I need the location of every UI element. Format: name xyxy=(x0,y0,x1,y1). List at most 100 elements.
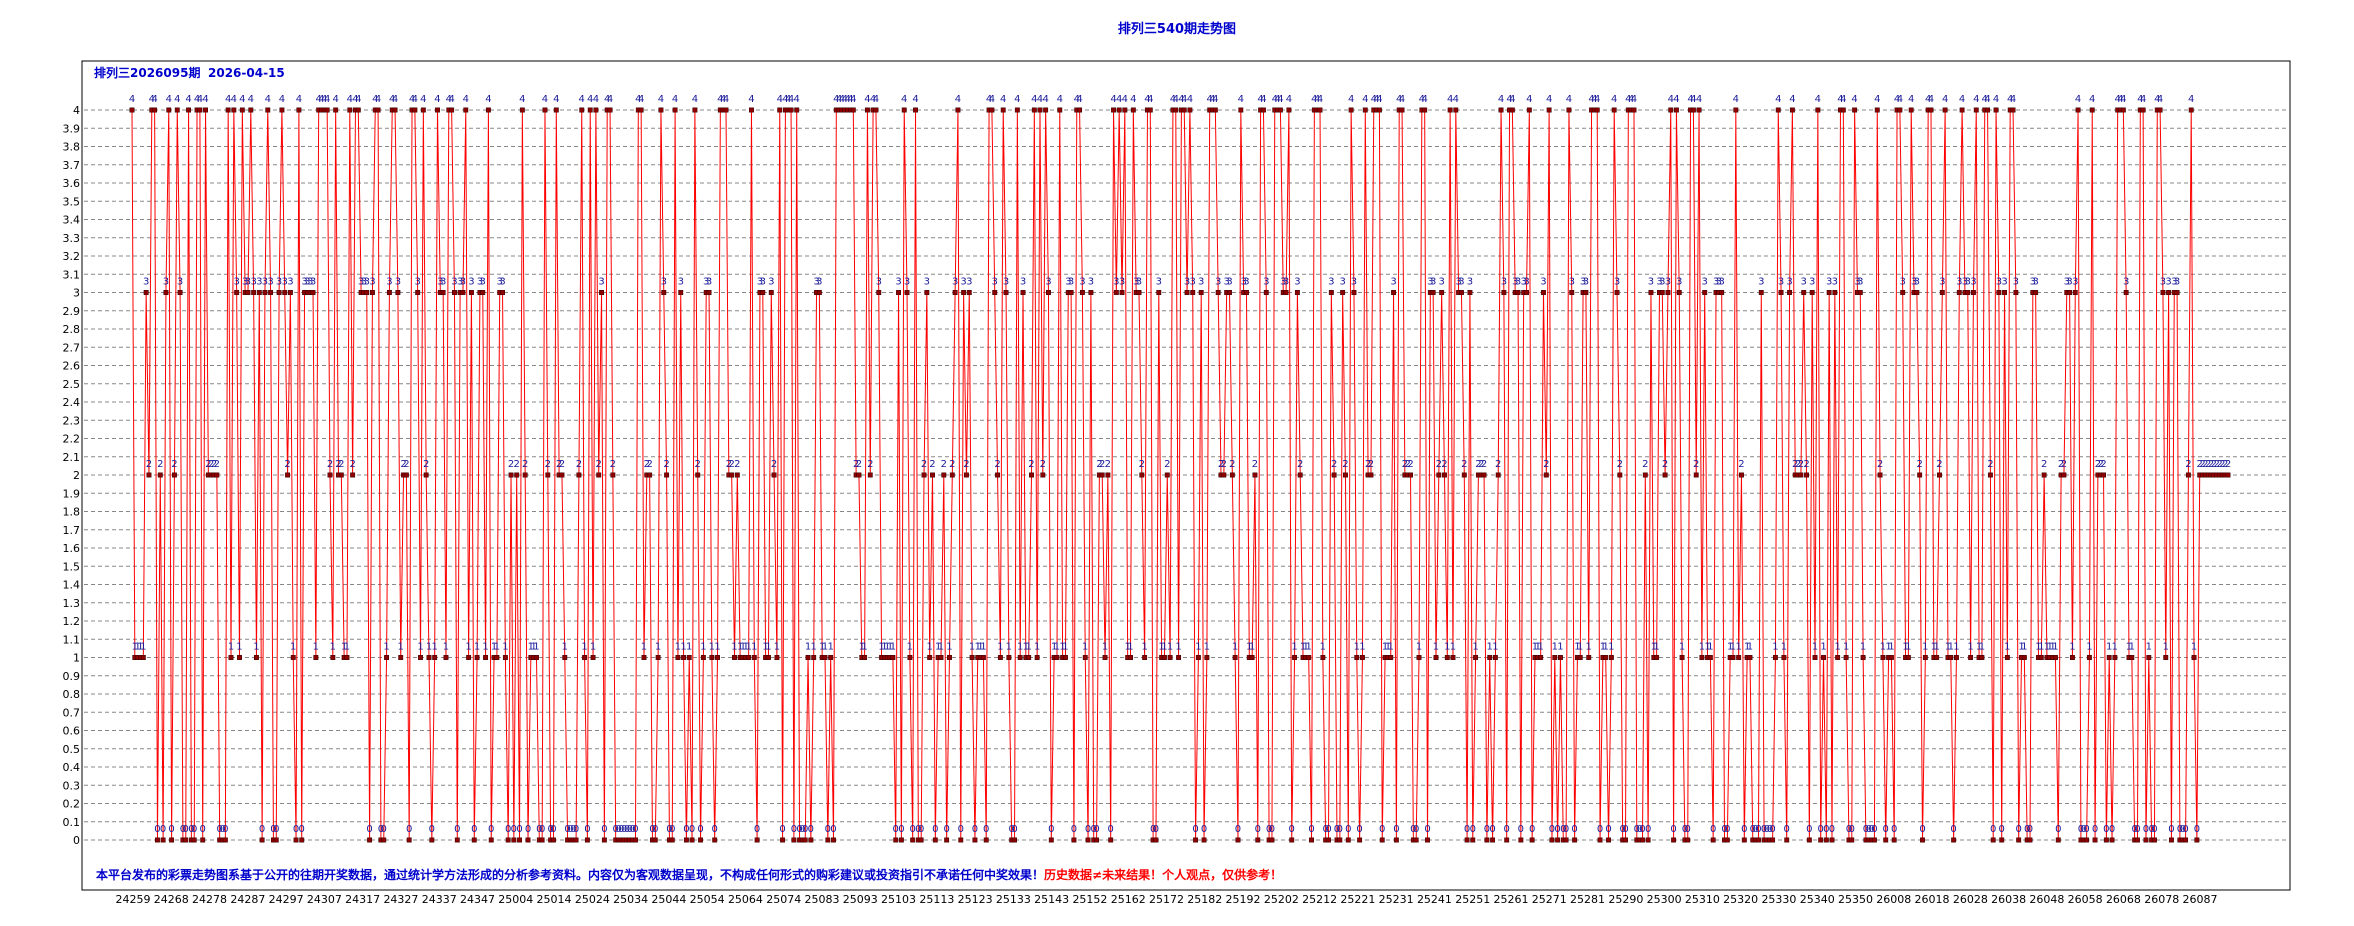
data-point xyxy=(1317,107,1323,113)
data-label: 3 xyxy=(177,277,183,288)
data-label: 1 xyxy=(1953,642,1959,653)
data-label: 2 xyxy=(1221,459,1227,470)
data-label: 4 xyxy=(463,94,469,105)
data-point xyxy=(700,655,706,660)
data-label: 1 xyxy=(1557,642,1563,653)
data-label: 4 xyxy=(1498,94,1504,105)
data-label: 3 xyxy=(1854,277,1860,288)
data-label: 4 xyxy=(864,94,870,105)
data-label: 4 xyxy=(2010,94,2016,105)
data-label: 3 xyxy=(1659,277,1665,288)
data-point xyxy=(997,655,1003,660)
data-point xyxy=(285,472,291,478)
data-point xyxy=(293,837,299,843)
data-label: 3 xyxy=(2013,277,2019,288)
x-tick-label: 25192 xyxy=(1226,893,1261,906)
y-tick-label: 3.4 xyxy=(63,214,81,227)
data-label: 1 xyxy=(1175,642,1181,653)
data-label: 4 xyxy=(658,94,664,105)
data-label: 2 xyxy=(338,459,344,470)
data-label: 0 xyxy=(525,824,531,835)
data-point xyxy=(463,107,469,113)
data-point xyxy=(729,472,735,478)
data-point xyxy=(576,472,582,478)
data-point xyxy=(596,472,602,478)
data-point xyxy=(1801,290,1807,295)
data-label: 0 xyxy=(1108,824,1114,835)
x-tick-label: 26078 xyxy=(2144,893,2179,906)
data-label: 4 xyxy=(2137,94,2143,105)
data-label: 0 xyxy=(958,824,964,835)
data-label: 4 xyxy=(332,94,338,105)
data-label: 3 xyxy=(1832,277,1838,288)
data-label: 1 xyxy=(765,642,771,653)
data-label: 3 xyxy=(1716,277,1722,288)
data-label: 4 xyxy=(842,94,848,105)
data-point xyxy=(177,290,183,295)
data-label: 1 xyxy=(859,642,865,653)
data-point xyxy=(403,472,409,478)
data-label: 3 xyxy=(361,277,367,288)
data-point xyxy=(324,107,330,113)
y-tick-label: 0.1 xyxy=(63,816,81,829)
data-point xyxy=(947,655,952,660)
data-point xyxy=(1804,472,1809,478)
data-label: 3 xyxy=(2032,277,2038,288)
data-point xyxy=(1195,655,1201,660)
data-point xyxy=(983,837,989,843)
data-point xyxy=(610,472,616,478)
data-point xyxy=(723,107,729,113)
data-point xyxy=(1190,290,1196,295)
data-point xyxy=(1557,655,1563,660)
x-tick-label: 25212 xyxy=(1302,893,1337,906)
data-label: 3 xyxy=(276,277,282,288)
data-label: 3 xyxy=(1458,277,1464,288)
data-label: 1 xyxy=(1699,642,1705,653)
data-point xyxy=(1690,107,1696,113)
data-label: 1 xyxy=(1291,642,1297,653)
data-label: 3 xyxy=(1512,277,1518,288)
data-label: 0 xyxy=(1150,824,1156,835)
data-label: 1 xyxy=(2021,642,2027,653)
data-point xyxy=(2033,290,2039,295)
data-label: 3 xyxy=(1778,277,1784,288)
data-label: 1 xyxy=(1537,642,1543,653)
data-point xyxy=(1244,290,1249,295)
y-tick-label: 3.6 xyxy=(63,177,81,190)
data-point xyxy=(698,837,704,843)
data-label: 4 xyxy=(1815,94,1821,105)
data-label: 1 xyxy=(1747,642,1753,653)
data-point xyxy=(1659,290,1665,295)
data-label: 0 xyxy=(1091,824,1097,835)
data-point xyxy=(344,655,350,660)
data-label: 2 xyxy=(2041,459,2047,470)
data-label: 2 xyxy=(327,459,333,470)
x-tick-label: 24347 xyxy=(460,893,495,906)
data-label: 1 xyxy=(2052,642,2058,653)
data-point xyxy=(992,290,998,295)
x-tick-label: 25231 xyxy=(1379,893,1414,906)
data-label: 1 xyxy=(491,642,497,653)
data-label: 3 xyxy=(310,277,316,288)
data-point xyxy=(1116,107,1122,113)
data-label: 3 xyxy=(1215,277,1221,288)
data-label: 0 xyxy=(1639,824,1645,835)
data-label: 4 xyxy=(1928,94,1934,105)
data-point xyxy=(2092,837,2098,843)
data-point xyxy=(760,290,766,295)
data-point xyxy=(1416,655,1422,660)
data-point xyxy=(1014,107,1020,113)
data-label: 3 xyxy=(992,277,998,288)
data-label: 2 xyxy=(2197,459,2203,470)
data-label: 4 xyxy=(316,94,322,105)
data-label: 0 xyxy=(627,824,633,835)
data-label: 3 xyxy=(1665,277,1671,288)
data-point xyxy=(1552,655,1558,660)
data-label: 2 xyxy=(2185,459,2191,470)
data-point xyxy=(1000,107,1006,113)
data-label: 4 xyxy=(434,94,440,105)
data-label: 0 xyxy=(618,824,624,835)
data-point xyxy=(1710,837,1716,843)
data-label: 4 xyxy=(833,94,839,105)
data-label: 4 xyxy=(1993,94,1999,105)
